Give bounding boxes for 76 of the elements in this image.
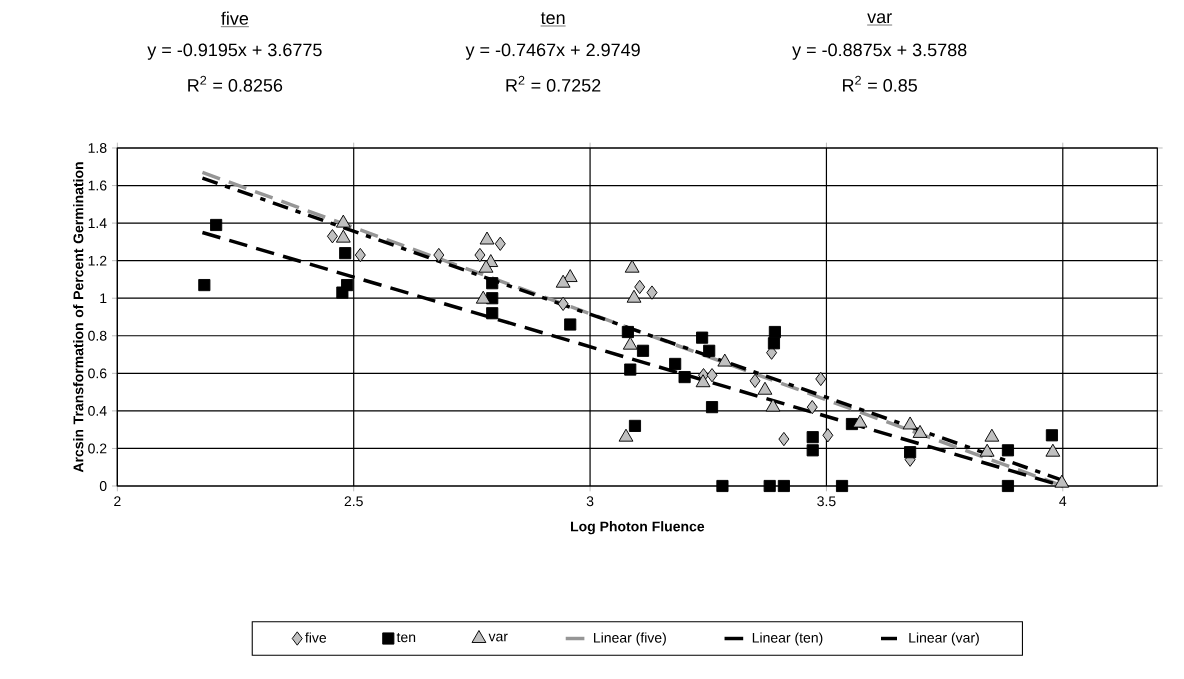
- point: [912, 425, 928, 439]
- text: ten: [540, 12, 565, 25]
- x-tick-label: 3.5: [817, 496, 836, 507]
- y-tick-label: 1: [100, 293, 107, 304]
- legend-label: ten: [396, 633, 416, 643]
- text: R$^{2}$ = 0.85: [843, 75, 917, 92]
- point: [486, 277, 499, 290]
- point: [1001, 480, 1015, 493]
- y-tick-label: 0: [99, 481, 107, 492]
- point: [904, 446, 917, 459]
- point: [669, 358, 682, 371]
- point: [835, 480, 849, 493]
- point: [486, 307, 499, 320]
- x-tick-label: 2.5: [344, 496, 363, 507]
- point: [705, 401, 719, 414]
- y-axis-title: Arcsin Transformation of Percent Germination: [73, 162, 84, 473]
- text: R$^{2}$ = 0.7252: [506, 75, 601, 92]
- point: [636, 344, 650, 358]
- point: [433, 248, 445, 263]
- point: [763, 480, 776, 493]
- point: [822, 428, 834, 443]
- legend-label: Linear (five): [594, 632, 666, 646]
- point: [341, 279, 354, 292]
- point: [621, 326, 634, 339]
- y-tick-label: 1.2: [88, 255, 107, 266]
- x-tick-label: 2: [114, 496, 121, 507]
- point: [806, 400, 818, 415]
- point: [815, 372, 827, 387]
- text: y = -0.9195x + 3.6775: [147, 43, 322, 60]
- x-axis-title: Log Photon Fluence: [571, 521, 705, 535]
- point: [198, 279, 211, 292]
- legend-label: five: [305, 632, 327, 643]
- y-tick-label: 1.8: [88, 143, 107, 154]
- text: five: [221, 11, 249, 25]
- point: [557, 296, 569, 312]
- point: [778, 432, 790, 447]
- y-tick-label: 1.4: [88, 218, 107, 229]
- text: var: [867, 13, 892, 24]
- point: [326, 229, 338, 244]
- point: [716, 480, 729, 493]
- point: [678, 371, 691, 384]
- text: R$^{2}$ = 0.8256: [188, 75, 283, 92]
- point: [339, 247, 352, 260]
- point: [564, 318, 577, 331]
- legend-label: var: [488, 633, 508, 642]
- y-tick-label: 0.2: [88, 443, 107, 454]
- point: [703, 344, 716, 358]
- point: [706, 368, 718, 383]
- point: [474, 248, 486, 263]
- y-tick-label: 0.8: [88, 331, 107, 341]
- point: [628, 420, 642, 433]
- point: [1001, 444, 1015, 457]
- y-tick-label: 0.4: [88, 406, 107, 417]
- point: [777, 480, 790, 493]
- point: [210, 219, 223, 232]
- point: [806, 444, 819, 457]
- legend-label: Linear (var): [909, 632, 979, 646]
- point: [494, 236, 506, 252]
- text: y = -0.7467x + 2.9749: [465, 43, 640, 60]
- y-tick-label: 1.6: [88, 180, 107, 191]
- x-tick-label: 3: [586, 496, 594, 507]
- point: [767, 337, 781, 350]
- x-tick-label: 4: [1059, 496, 1067, 507]
- point: [1045, 429, 1058, 442]
- point: [696, 331, 709, 344]
- point: [646, 285, 658, 300]
- point: [749, 373, 761, 389]
- y-tick-label: 0.6: [88, 368, 107, 379]
- text: y = -0.8875x + 3.5788: [792, 43, 967, 60]
- point: [634, 279, 646, 295]
- point: [768, 326, 781, 339]
- point: [806, 431, 819, 444]
- point: [354, 248, 366, 263]
- legend-label: Linear (ten): [752, 632, 823, 646]
- point: [624, 363, 637, 376]
- point: [695, 374, 711, 388]
